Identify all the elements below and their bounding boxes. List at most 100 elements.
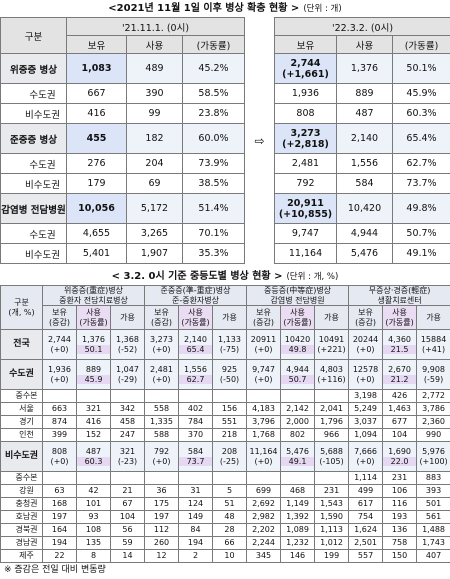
sub-row: 강원 63 42 21 36 31 5 699 468 231 499 106 393 bbox=[0, 484, 450, 498]
table1-unit: (단위 : 개) bbox=[303, 4, 342, 14]
cell: 1,089 bbox=[280, 523, 316, 537]
cell: 3,273 (+2,818) bbox=[274, 123, 337, 154]
sub-row: 비수도권 179 69 38.5% 792 584 73.7% bbox=[0, 173, 450, 194]
cell: 1,796 bbox=[314, 415, 350, 429]
category-header: 무증상·경증(輕症) 생활치료센터 bbox=[348, 285, 450, 306]
cell-line: 889 bbox=[85, 365, 102, 374]
cell: 966 bbox=[314, 428, 350, 442]
cell-line: 감염병 전담병원 bbox=[270, 295, 325, 305]
cell: 20244 (+0) bbox=[348, 329, 384, 360]
cell: 59 bbox=[110, 536, 145, 550]
cell: 321 bbox=[76, 402, 111, 416]
cell-line: 사용 bbox=[188, 308, 203, 317]
arrow: ⇨ bbox=[244, 17, 275, 264]
cell bbox=[110, 471, 145, 485]
cell: 9,747 (+0) bbox=[246, 359, 282, 390]
cell-line: (가동률) bbox=[79, 317, 108, 327]
group-row: 전국 2,744 (+0) 1,376 50.1 1,368 (-52) 3,273 (+0) 2… bbox=[0, 329, 450, 360]
cell: 2,481 bbox=[274, 153, 337, 174]
cell: 1,743 bbox=[416, 536, 450, 550]
cell: 260 bbox=[144, 536, 179, 550]
cell-line: 9,747 bbox=[252, 365, 275, 374]
cell-line: (-52) bbox=[117, 344, 138, 354]
cell: 399 bbox=[42, 428, 77, 442]
cell-line: 1,936 bbox=[48, 365, 71, 374]
cell: 99 bbox=[126, 103, 183, 124]
cell: 15884 (+41) bbox=[416, 329, 450, 360]
footnote: ※ 증감은 전일 대비 변동량 bbox=[4, 565, 106, 575]
cell: 84 bbox=[178, 523, 213, 537]
group-row: 준중증 병상 455 182 60.0% 3,273 (+2,818) 2,140 65.4% bbox=[0, 123, 450, 154]
cell-line: 준-중환자병상 bbox=[171, 295, 220, 305]
cell: 2,670 21.2 bbox=[382, 359, 418, 390]
cell-line: 10491 bbox=[318, 335, 345, 344]
cell: 558 bbox=[144, 402, 179, 416]
cell-line: (증감) bbox=[151, 317, 172, 327]
row-label: 수도권 bbox=[0, 153, 67, 174]
sub-row: 수도권 667 390 58.5% 1,936 889 45.9% bbox=[0, 83, 450, 104]
cell-line: (+0) bbox=[50, 456, 69, 466]
cell: 104 bbox=[382, 428, 418, 442]
row-label: 중수본 bbox=[0, 389, 43, 403]
cell-line: 1,133 bbox=[218, 335, 241, 344]
cell: 104 bbox=[110, 510, 145, 524]
cell-line: 1,368 bbox=[116, 335, 139, 344]
column-header: 사용 (가동률) bbox=[280, 305, 316, 330]
cell: 2,202 bbox=[246, 523, 282, 537]
cell: 106 bbox=[382, 484, 418, 498]
cell-line: (가동률) bbox=[181, 317, 210, 327]
sub-row: 서울 663 321 342 558 402 156 4,183 2,142 2,041 5,249… bbox=[0, 402, 450, 416]
cell: 62.7% bbox=[391, 153, 450, 174]
cell: 4,944 bbox=[336, 223, 393, 244]
cell-line: (-105) bbox=[319, 456, 344, 466]
cell-line: (+0) bbox=[50, 374, 69, 384]
cell-line: 보유 bbox=[256, 308, 271, 317]
cell-line: 준중증(準-重症)병상 bbox=[160, 286, 231, 296]
corner-header: 구분 bbox=[0, 17, 67, 54]
cell-line: 2,744 bbox=[48, 335, 71, 344]
cell-line: 구분 bbox=[14, 298, 29, 307]
sub-row: 중수본 3,198 426 2,772 bbox=[0, 389, 450, 403]
cell: 5,688 (-105) bbox=[314, 441, 350, 472]
cell: 164 bbox=[42, 523, 77, 537]
cell: 321 (-23) bbox=[110, 441, 145, 472]
row-label: 비수도권 bbox=[0, 103, 67, 124]
cell: 402 bbox=[178, 402, 213, 416]
cell: 136 bbox=[382, 523, 418, 537]
cell: 1,335 bbox=[144, 415, 179, 429]
cell-line: 1,047 bbox=[116, 365, 139, 374]
sub-row: 경북권 164 108 56 112 84 28 2,202 1,089 1,113 1,624 13… bbox=[0, 523, 450, 537]
cell-line: 4,360 bbox=[388, 335, 411, 344]
group-row: 위중증 병상 1,083 489 45.2% 2,744 (+1,661) 1,376 50.… bbox=[0, 53, 450, 84]
cell-line: (-50) bbox=[219, 374, 240, 384]
cell: 4,655 bbox=[66, 223, 127, 244]
cell: 1,590 bbox=[314, 510, 350, 524]
cell: 2,982 bbox=[246, 510, 282, 524]
cell: 10491 (+221) bbox=[314, 329, 350, 360]
cell: 179 bbox=[66, 173, 127, 194]
cell: 1,376 bbox=[336, 53, 393, 84]
sub-row: 비수도권 5,401 1,907 35.3% 11,164 5,476 49.1% bbox=[0, 243, 450, 264]
table2: 구분 (개, %) 위중증(重症)병상 중환자 전담치료병상 준중증(準-重症)병상 준-… bbox=[0, 285, 450, 563]
cell: 10 bbox=[211, 549, 248, 563]
column-header: 사용 bbox=[336, 35, 393, 54]
table1: 구분 '21.11.1. (0시) ⇨ '22.3.2. (0시) 보유 사용 (가동률) 보… bbox=[0, 17, 450, 264]
column-header: 보유 (증감) bbox=[144, 305, 179, 330]
row-label: 중수본 bbox=[0, 471, 43, 485]
cell-line: (가동률) bbox=[385, 317, 414, 327]
cell: 93 bbox=[76, 510, 111, 524]
cell bbox=[280, 389, 316, 403]
cell: 458 bbox=[110, 415, 145, 429]
cell: 3,037 bbox=[348, 415, 384, 429]
cell: 677 bbox=[382, 415, 418, 429]
cell-line: 1,690 bbox=[388, 447, 411, 456]
cell bbox=[110, 389, 145, 403]
cell: 1,936 bbox=[274, 83, 337, 104]
cell-line: 487 bbox=[85, 447, 102, 456]
cell: 2,360 bbox=[416, 415, 450, 429]
cell-line: 4,944 bbox=[286, 365, 309, 374]
cell-line: (-75) bbox=[219, 344, 240, 354]
table1-heading: <2021년 11월 1일 이후 병상 확충 현황 > (단위 : 개) bbox=[0, 0, 450, 17]
cell bbox=[76, 471, 111, 485]
cell: 156 bbox=[211, 402, 248, 416]
